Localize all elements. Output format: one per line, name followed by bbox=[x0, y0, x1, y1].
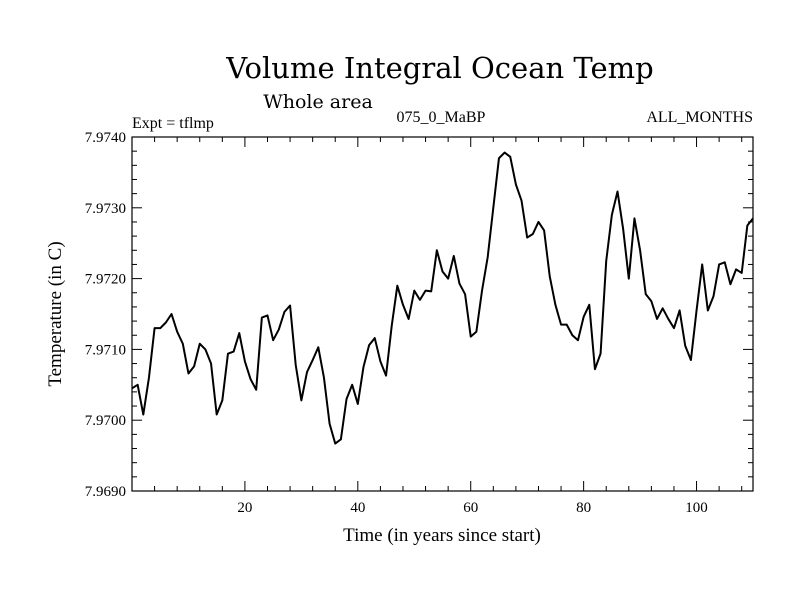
y-tick-label: 7.9690 bbox=[85, 484, 126, 500]
y-axis-label: Temperature (in C) bbox=[45, 241, 66, 386]
y-tick-label: 7.9730 bbox=[85, 201, 126, 217]
x-tick-label: 100 bbox=[685, 500, 708, 516]
x-tick-label: 20 bbox=[237, 500, 252, 516]
months-label: ALL_MONTHS bbox=[646, 109, 753, 126]
x-tick-label: 60 bbox=[463, 500, 478, 516]
y-tick-label: 7.9700 bbox=[85, 413, 126, 429]
y-tick-label: 7.9740 bbox=[85, 130, 126, 146]
axis-ticks bbox=[132, 136, 753, 492]
y-tick-label: 7.9720 bbox=[85, 272, 126, 288]
experiment-label: Expt = tflmp bbox=[132, 115, 214, 132]
period-label: 075_0_MaBP bbox=[397, 109, 486, 126]
x-tick-label: 40 bbox=[350, 500, 365, 516]
y-tick-label: 7.9710 bbox=[85, 342, 126, 358]
x-tick-label: 80 bbox=[576, 500, 591, 516]
plot-frame bbox=[131, 136, 754, 492]
x-axis-label: Time (in years since start) bbox=[343, 525, 541, 546]
chart-subtitle: Whole area bbox=[263, 91, 373, 113]
series-line bbox=[131, 151, 754, 445]
tick-labels: 20 40 60 80 100 7.9690 7.9700 7.9710 7.9720 7.973… bbox=[85, 130, 708, 516]
chart-title: Volume Integral Ocean Temp bbox=[225, 51, 653, 85]
